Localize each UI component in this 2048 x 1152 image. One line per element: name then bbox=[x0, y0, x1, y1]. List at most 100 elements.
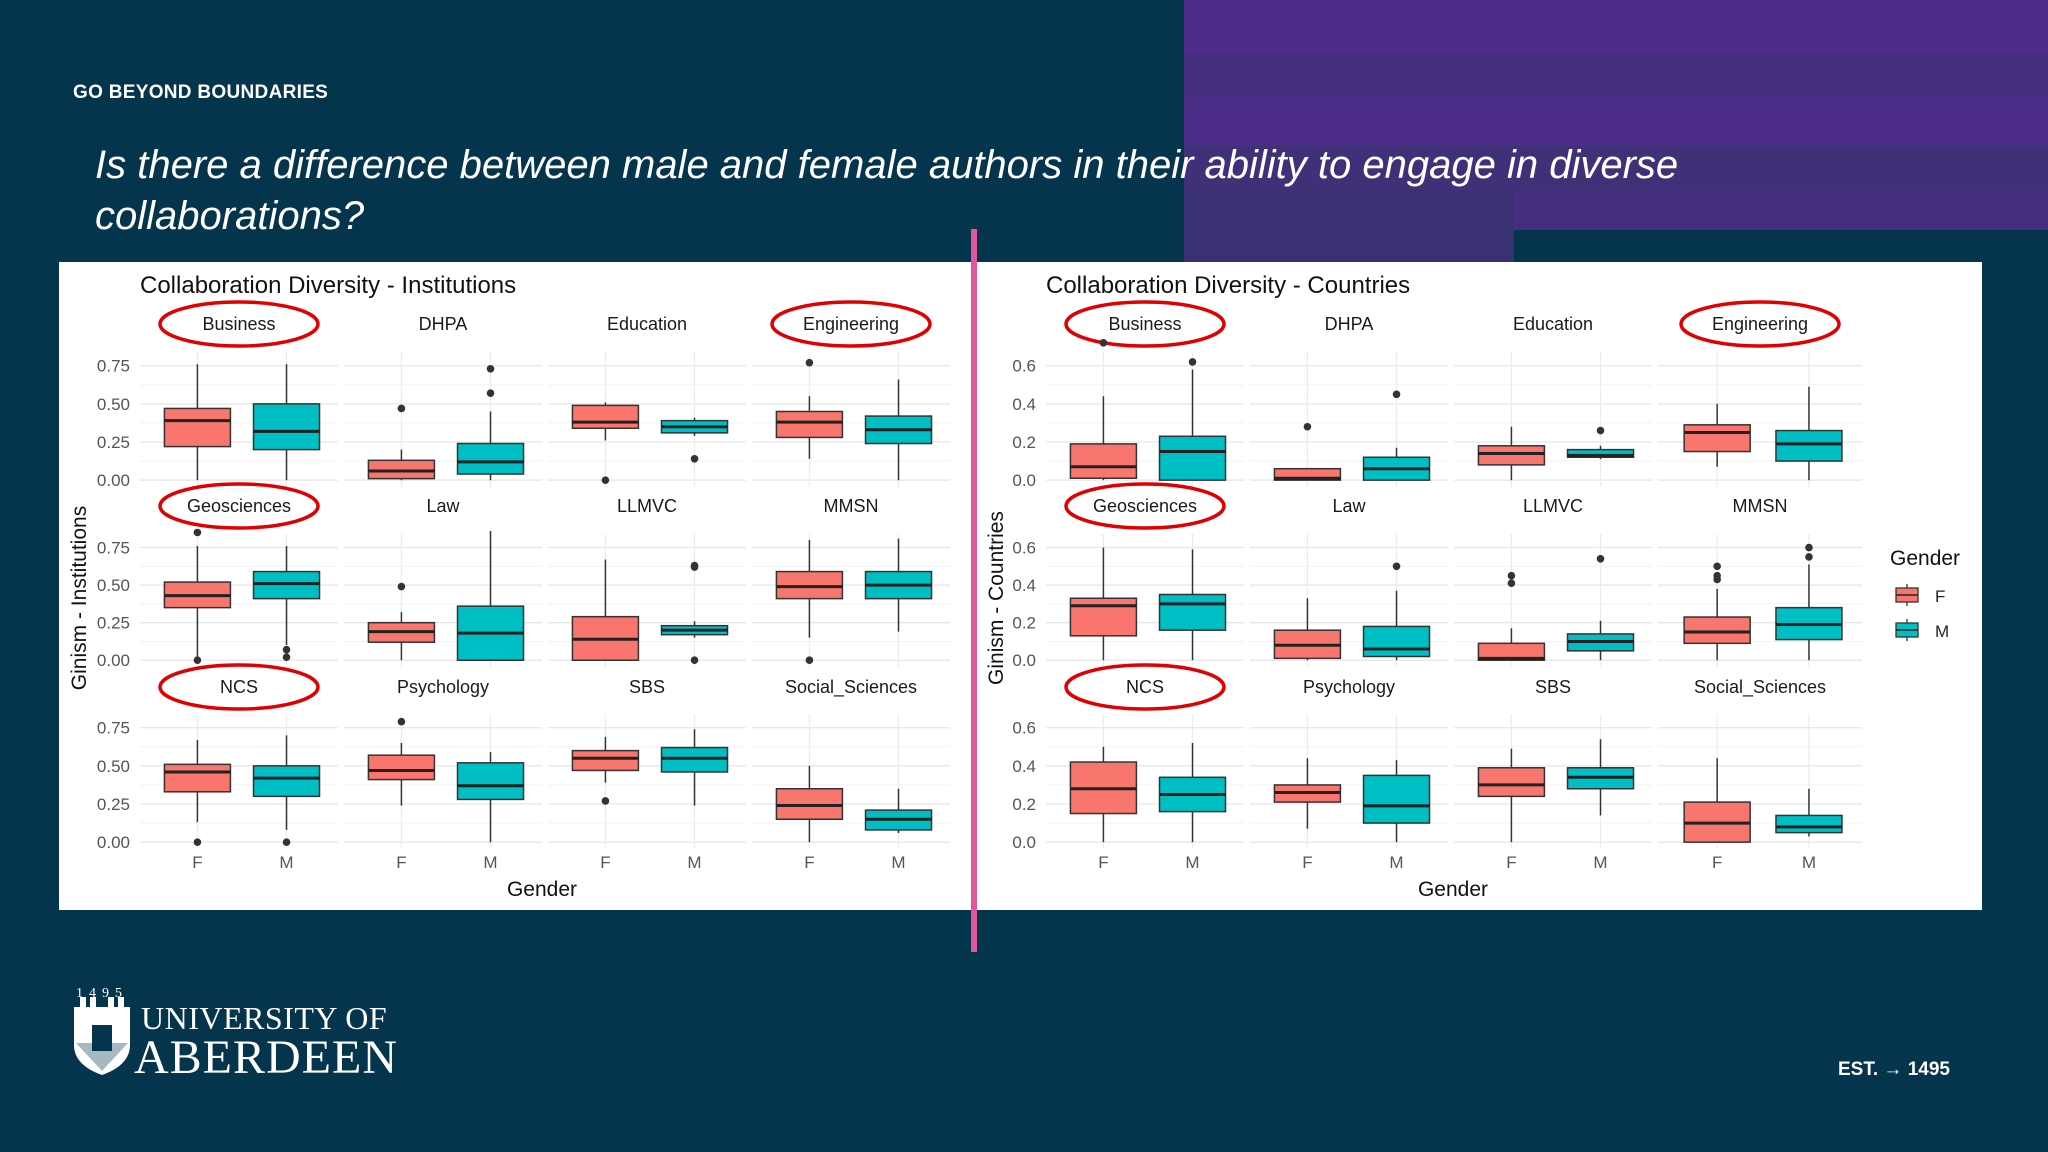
facet-label: SBS bbox=[629, 677, 665, 697]
y-tick-label: 0.4 bbox=[1012, 395, 1036, 414]
legend-title: Gender bbox=[1890, 547, 1960, 570]
legend-item-label: F bbox=[1935, 587, 1945, 606]
y-tick-label: 0.25 bbox=[97, 614, 130, 633]
facet-label: Business bbox=[202, 314, 275, 334]
box-f bbox=[775, 787, 844, 821]
facet-geosciences: Geosciences 0.00 0.25 0.50 0.75 bbox=[97, 482, 338, 670]
eyebrow-heading: GO BEYOND BOUNDARIES bbox=[73, 82, 329, 103]
est-year: 1495 bbox=[1907, 1059, 1950, 1080]
est-label: EST. → 1495 bbox=[1838, 1059, 1950, 1081]
y-tick-label: 0.6 bbox=[1012, 719, 1036, 738]
highlight-circle bbox=[770, 300, 932, 348]
slide-question: Is there a difference between male and f… bbox=[95, 143, 1679, 238]
purple-decoration-2 bbox=[1184, 52, 2048, 98]
chart-title: Collaboration Diversity - Countries bbox=[1046, 272, 1410, 299]
facet-sbs: SBS F M bbox=[548, 677, 746, 872]
purple-decoration-4 bbox=[1184, 146, 2048, 190]
facet-label: NCS bbox=[1126, 677, 1164, 697]
facet-llmvc: LLMVC bbox=[1454, 496, 1652, 667]
outlier-point bbox=[193, 838, 202, 846]
outlier-point bbox=[282, 645, 291, 654]
legend: Gender FM bbox=[1890, 547, 1960, 641]
outlier-point bbox=[1507, 571, 1516, 580]
x-tick-label: M bbox=[1593, 853, 1607, 872]
box-f bbox=[163, 407, 232, 448]
facet-label: DHPA bbox=[419, 314, 468, 334]
facet-mmsn: MMSN bbox=[1658, 496, 1862, 667]
box-f bbox=[1069, 597, 1138, 637]
x-tick-label: M bbox=[1389, 853, 1403, 872]
facet-dhpa: DHPA bbox=[344, 314, 542, 487]
facet-label: Geosciences bbox=[1093, 496, 1197, 516]
box-f bbox=[775, 410, 844, 439]
box-m bbox=[1566, 448, 1635, 459]
y-tick-label: 0.75 bbox=[97, 357, 130, 376]
facet-law: Law bbox=[1250, 496, 1448, 667]
outlier-point bbox=[1713, 571, 1721, 580]
highlight-circle bbox=[1679, 300, 1841, 348]
outlier-point bbox=[193, 656, 202, 665]
outlier-point bbox=[193, 528, 202, 537]
outlier-point bbox=[805, 358, 814, 367]
x-tick-label: F bbox=[1098, 853, 1108, 872]
x-tick-label: M bbox=[1802, 853, 1816, 872]
outlier-point bbox=[690, 656, 699, 665]
highlight-circle bbox=[158, 300, 320, 348]
x-axis-label: Gender bbox=[507, 878, 577, 901]
y-tick-label: 0.6 bbox=[1012, 357, 1036, 376]
x-tick-label: M bbox=[891, 853, 905, 872]
outlier-point bbox=[1596, 426, 1605, 435]
box-f bbox=[1069, 443, 1138, 479]
facet-education: Education bbox=[1454, 314, 1652, 487]
outlier-point bbox=[397, 717, 406, 726]
est-text: EST. bbox=[1838, 1059, 1879, 1080]
x-tick-label: M bbox=[1185, 853, 1199, 872]
highlight-circle bbox=[1064, 482, 1226, 530]
x-tick-label: M bbox=[483, 853, 497, 872]
highlight-circle bbox=[158, 663, 320, 711]
y-tick-label: 0.6 bbox=[1012, 539, 1036, 558]
facet-label: LLMVC bbox=[1523, 496, 1583, 516]
facet-label: Engineering bbox=[1712, 314, 1808, 334]
legend-item-label: M bbox=[1935, 622, 1949, 641]
y-tick-label: 0.4 bbox=[1012, 576, 1036, 595]
y-tick-label: 0.4 bbox=[1012, 757, 1036, 776]
y-axis-label: Ginism - Countries bbox=[985, 511, 1008, 685]
facet-law: Law bbox=[344, 496, 542, 667]
outlier-point bbox=[601, 797, 610, 805]
box-m bbox=[456, 762, 525, 801]
purple-decoration-1 bbox=[1184, 0, 2048, 52]
facet-social-sciences: Social_Sciences F M bbox=[752, 677, 950, 872]
facet-social-sciences: Social_Sciences F M bbox=[1658, 677, 1862, 872]
x-tick-label: F bbox=[1302, 853, 1312, 872]
y-tick-label: 0.2 bbox=[1012, 614, 1036, 633]
purple-decoration-3 bbox=[1184, 98, 2048, 146]
facet-label: Engineering bbox=[803, 314, 899, 334]
box-m bbox=[660, 746, 729, 773]
x-tick-label: F bbox=[1506, 853, 1516, 872]
box-f bbox=[367, 754, 436, 781]
box-f bbox=[571, 749, 640, 772]
box-f bbox=[1477, 642, 1546, 661]
y-tick-label: 0.50 bbox=[97, 395, 130, 414]
highlight-circle bbox=[1064, 300, 1226, 348]
facet-label: Social_Sciences bbox=[785, 677, 917, 698]
box-f bbox=[367, 459, 436, 480]
x-tick-label: F bbox=[192, 853, 202, 872]
outlier-point bbox=[1303, 422, 1312, 431]
purple-decoration-5 bbox=[1184, 190, 1514, 262]
logo-line-1: UNIVERSITY OF bbox=[141, 1000, 388, 1036]
y-tick-label: 0.50 bbox=[97, 576, 130, 595]
purple-decoration-6 bbox=[1514, 190, 2048, 230]
y-tick-label: 0.0 bbox=[1012, 833, 1036, 852]
outlier-point bbox=[397, 404, 406, 413]
facet-psychology: Psychology F M bbox=[344, 677, 542, 872]
facet-label: Education bbox=[607, 314, 687, 334]
facet-label: MMSN bbox=[1733, 496, 1788, 516]
box-m bbox=[1775, 429, 1843, 462]
y-tick-label: 0.00 bbox=[97, 833, 130, 852]
outlier-point bbox=[1507, 579, 1516, 588]
outlier-point bbox=[486, 364, 495, 373]
box-f bbox=[1683, 616, 1751, 645]
